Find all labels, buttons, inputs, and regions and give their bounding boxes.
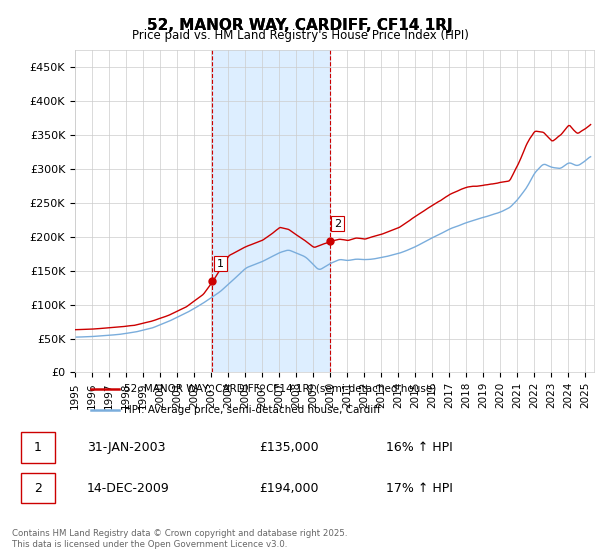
Text: 2: 2 bbox=[34, 482, 42, 495]
Text: 1: 1 bbox=[217, 259, 224, 269]
Text: Contains HM Land Registry data © Crown copyright and database right 2025.
This d: Contains HM Land Registry data © Crown c… bbox=[12, 529, 347, 549]
Text: HPI: Average price, semi-detached house, Cardiff: HPI: Average price, semi-detached house,… bbox=[124, 405, 381, 416]
Text: 14-DEC-2009: 14-DEC-2009 bbox=[87, 482, 170, 495]
Text: £135,000: £135,000 bbox=[260, 441, 319, 454]
FancyBboxPatch shape bbox=[20, 432, 55, 463]
FancyBboxPatch shape bbox=[20, 473, 55, 503]
Text: 1: 1 bbox=[34, 441, 42, 454]
Text: £194,000: £194,000 bbox=[260, 482, 319, 495]
Text: 17% ↑ HPI: 17% ↑ HPI bbox=[386, 482, 453, 495]
Text: 31-JAN-2003: 31-JAN-2003 bbox=[87, 441, 166, 454]
Text: 2: 2 bbox=[334, 219, 341, 228]
Bar bbox=[212, 50, 329, 372]
Text: Price paid vs. HM Land Registry's House Price Index (HPI): Price paid vs. HM Land Registry's House … bbox=[131, 29, 469, 42]
Text: 52, MANOR WAY, CARDIFF, CF14 1RJ: 52, MANOR WAY, CARDIFF, CF14 1RJ bbox=[147, 18, 453, 33]
Text: 52, MANOR WAY, CARDIFF, CF14 1RJ: 52, MANOR WAY, CARDIFF, CF14 1RJ bbox=[147, 18, 453, 33]
Text: 52, MANOR WAY, CARDIFF, CF14 1RJ (semi-detached house): 52, MANOR WAY, CARDIFF, CF14 1RJ (semi-d… bbox=[124, 384, 437, 394]
Text: 16% ↑ HPI: 16% ↑ HPI bbox=[386, 441, 453, 454]
